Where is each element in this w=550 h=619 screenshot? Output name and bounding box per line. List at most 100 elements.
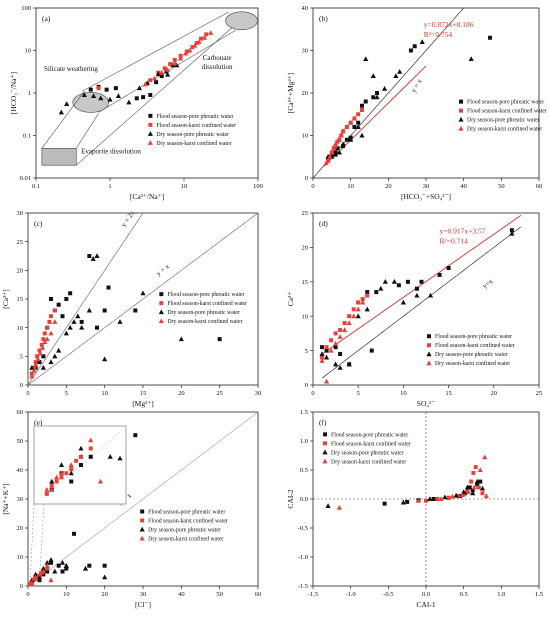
data-point-triangle (442, 494, 448, 500)
data-point-square (140, 518, 145, 523)
data-point-triangle (346, 320, 352, 326)
data-point-square (341, 144, 346, 149)
panel-label: (e) (34, 418, 43, 427)
data-point-triangle (319, 351, 325, 357)
y-tick-label: 0.01 (20, 175, 31, 182)
data-point-triangle (164, 67, 171, 72)
data-point-triangle (453, 492, 459, 498)
data-point-triangle (348, 119, 354, 125)
data-point-triangle (139, 535, 145, 541)
data-point-triangle (78, 445, 84, 451)
data-point-triangle (331, 145, 337, 151)
data-point-triangle (337, 334, 343, 339)
data-point-square (333, 345, 338, 350)
data-point-square (467, 485, 472, 490)
data-point-triangle (187, 47, 193, 53)
data-point-triangle (98, 95, 104, 101)
data-point-triangle (97, 478, 104, 484)
data-point-square (356, 300, 361, 305)
data-point-triangle (172, 60, 178, 66)
x-tick-label: 30 (255, 390, 262, 397)
data-point-square (204, 32, 209, 37)
y-tick-label: 0 (305, 382, 308, 389)
data-point-triangle (33, 574, 39, 580)
data-point-triangle (338, 132, 344, 138)
data-point-square (88, 87, 93, 92)
panel-c: 0 5 10 15 20 25 30 0 5 10 15 20 25 30 [Mg²⁺] [Ca²⁺] (c) y… (1, 209, 261, 408)
data-point-square (356, 112, 361, 117)
data-point-triangle (348, 136, 354, 142)
data-point-square (102, 563, 107, 568)
data-point-triangle (351, 115, 358, 121)
legend-label: Flood season-karst confined water (331, 440, 411, 447)
series (336, 454, 489, 510)
data-point-triangle (415, 497, 422, 503)
x-tick-label: 25 (216, 390, 223, 397)
data-point-triangle (36, 571, 43, 577)
data-point-square (446, 266, 451, 271)
data-point-square (469, 479, 474, 484)
data-point-triangle (449, 493, 455, 499)
y-tick-label: 0 (305, 175, 308, 182)
fit-equation: y=0.872x+0.186 (424, 20, 474, 29)
x-tick-label: 1.5 (535, 591, 543, 598)
y-tick-label: 20 (302, 245, 309, 252)
x-axis-label: [Ca²⁺/Na⁺] (130, 192, 164, 201)
series (142, 30, 214, 87)
x-tick-label: 10 (181, 183, 188, 190)
data-point-square (356, 120, 361, 125)
data-point-square (323, 432, 328, 437)
data-point-triangle (49, 486, 55, 492)
data-point-square (41, 354, 46, 359)
fit-equation: y=0.917x+3.57 (440, 227, 486, 236)
y-tick-label: -0.5 (298, 525, 308, 532)
inset-one-to-one (41, 431, 121, 499)
data-point-triangle (333, 361, 339, 367)
data-point-triangle (355, 124, 361, 129)
y-tick-label: 10 (17, 325, 24, 332)
legend: Flood season-pore phreatic water Flood se… (322, 432, 411, 465)
series (319, 299, 366, 384)
data-point-triangle (322, 449, 328, 455)
y-tick-label: 50 (17, 438, 24, 445)
data-point-triangle (35, 356, 41, 362)
legend-label: Dry season-pore phreatic water (167, 310, 240, 316)
data-point-triangle (52, 319, 58, 324)
data-point-triangle (147, 131, 153, 136)
data-point-triangle (139, 526, 145, 532)
legend-label: Dry season-karst confined water (467, 126, 542, 133)
data-point-triangle (90, 93, 97, 98)
data-point-triangle (333, 340, 339, 346)
series (29, 455, 123, 583)
y-tick-label: 60 (17, 409, 24, 416)
legend-label: Dry season-karst confined water (331, 458, 406, 465)
data-point-square (168, 62, 173, 67)
y-tick-label: 20 (302, 90, 309, 97)
series (326, 35, 493, 161)
data-point-triangle (151, 75, 158, 81)
x-tick-label: 10 (347, 183, 354, 190)
data-point-triangle (44, 560, 50, 565)
data-point-triangle (344, 124, 350, 129)
data-point-triangle (426, 351, 432, 357)
data-point-square (88, 446, 93, 451)
data-point-triangle (140, 290, 146, 296)
y-tick-label: 5 (305, 348, 308, 355)
data-point-triangle (351, 313, 357, 319)
mixing-line (76, 27, 233, 166)
data-point-square (159, 74, 164, 79)
data-point-triangle (336, 149, 342, 155)
data-point-triangle (48, 577, 54, 583)
data-point-square (446, 495, 451, 500)
data-point-triangle (319, 358, 325, 363)
data-point-square (320, 345, 325, 350)
data-point-triangle (370, 73, 376, 78)
data-point-square (37, 578, 42, 583)
data-point-square (324, 345, 329, 350)
data-point-square (190, 45, 195, 50)
legend-label: Dry season-karst confined water (167, 318, 242, 325)
data-point-square (347, 314, 352, 319)
data-point-triangle (29, 580, 35, 586)
legend-label: Flood season-karst confined water (156, 122, 236, 129)
x-tick-label: 15 (140, 390, 147, 397)
